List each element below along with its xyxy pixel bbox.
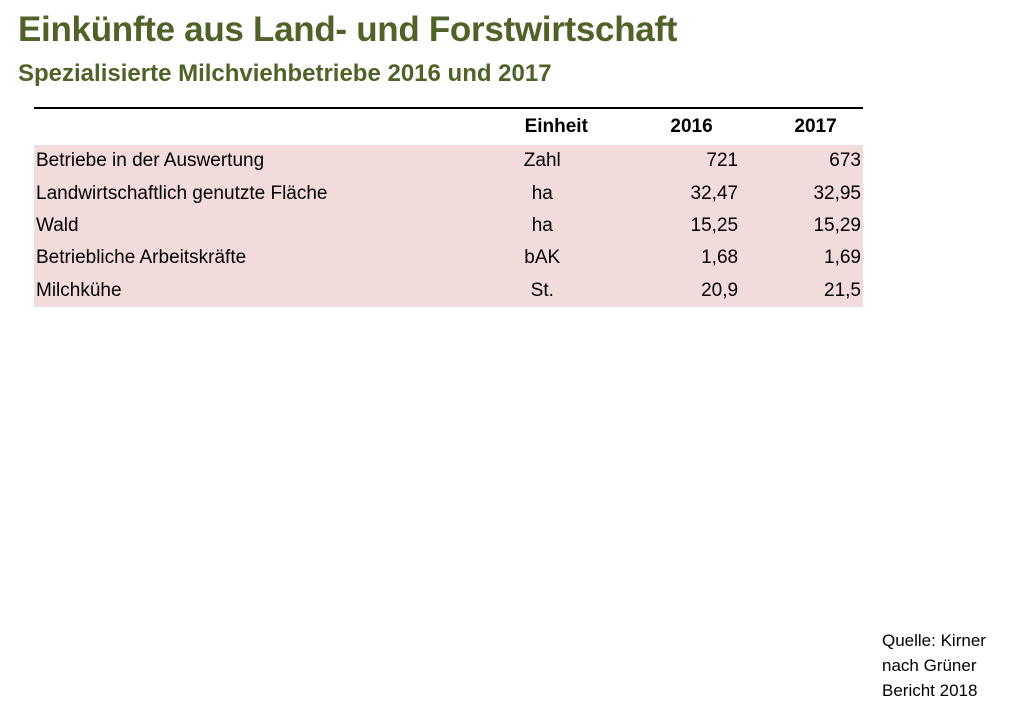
table-row: Landwirtschaftlich genutzte Fläche ha 32… xyxy=(34,177,863,210)
row-value-2016: 721 xyxy=(614,145,741,178)
source-line: Quelle: Kirner xyxy=(882,631,986,650)
data-table: Einheit 2016 2017 Betriebe in der Auswer… xyxy=(34,107,863,307)
row-value-2017: 21,5 xyxy=(740,274,863,307)
row-value-2017: 1,69 xyxy=(740,242,863,275)
row-value-2016: 1,68 xyxy=(614,242,741,275)
row-unit: Zahl xyxy=(469,145,615,178)
header-cell-label xyxy=(34,107,470,145)
source-line: nach Grüner xyxy=(882,656,977,675)
row-label: Wald xyxy=(34,209,470,243)
header-cell-2017: 2017 xyxy=(740,107,863,145)
row-value-2017: 673 xyxy=(740,145,863,178)
table-header: Einheit 2016 2017 xyxy=(34,107,863,145)
row-value-2016: 20,9 xyxy=(614,274,741,307)
header-cell-unit: Einheit xyxy=(469,107,615,145)
row-unit: St. xyxy=(469,274,615,307)
row-label: Landwirtschaftlich genutzte Fläche xyxy=(34,177,470,210)
source-note: Quelle: Kirner nach Grüner Bericht 2018 xyxy=(882,628,1017,703)
row-label: Betriebe in der Auswertung xyxy=(34,145,470,178)
table-row: Betriebliche Arbeitskräfte bAK 1,68 1,69 xyxy=(34,242,863,275)
header-row: Einheit 2016 2017 xyxy=(34,107,863,145)
row-label: Betriebliche Arbeitskräfte xyxy=(34,242,470,275)
row-unit: ha xyxy=(469,177,615,210)
page-title: Einkünfte aus Land- und Forstwirtschaft xyxy=(18,10,678,49)
page-subtitle: Spezialisierte Milchviehbetriebe 2016 un… xyxy=(18,60,552,87)
table-body: Betriebe in der Auswertung Zahl 721 673 … xyxy=(34,145,863,307)
row-unit: ha xyxy=(469,209,615,243)
table-row: Milchkühe St. 20,9 21,5 xyxy=(34,274,863,307)
row-value-2016: 15,25 xyxy=(614,209,741,243)
row-value-2017: 32,95 xyxy=(740,177,863,210)
row-value-2016: 32,47 xyxy=(614,177,741,210)
row-label: Milchkühe xyxy=(34,274,470,307)
table-row: Betriebe in der Auswertung Zahl 721 673 xyxy=(34,145,863,178)
row-unit: bAK xyxy=(469,242,615,275)
table-row: Wald ha 15,25 15,29 xyxy=(34,209,863,243)
source-line: Bericht 2018 xyxy=(882,681,978,700)
header-cell-2016: 2016 xyxy=(614,107,741,145)
row-value-2017: 15,29 xyxy=(740,209,863,243)
